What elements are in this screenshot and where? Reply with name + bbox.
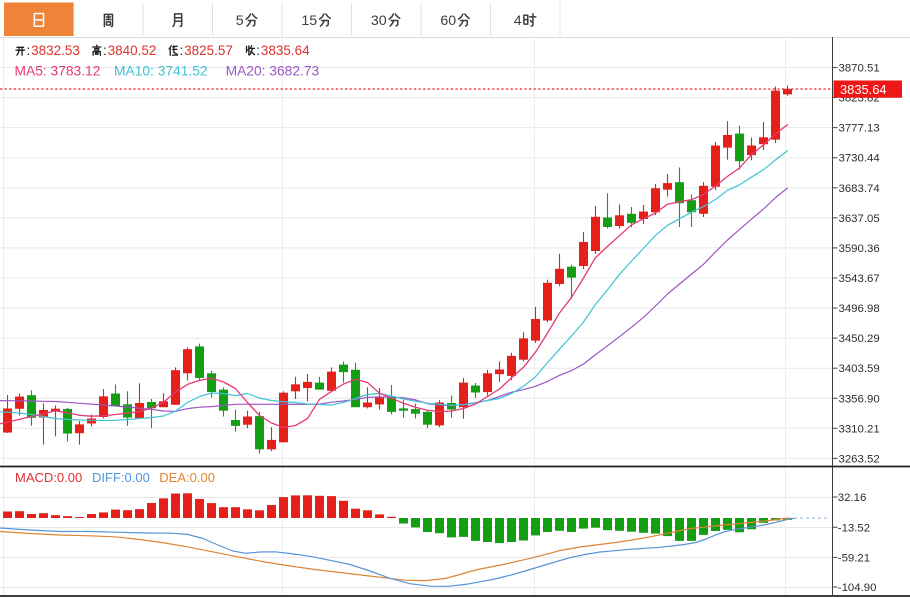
svg-text:32.16: 32.16	[838, 492, 867, 504]
svg-text:5: 5	[236, 13, 244, 29]
svg-text:3403.59: 3403.59	[839, 363, 880, 375]
svg-text:3683.74: 3683.74	[839, 183, 880, 195]
svg-text:3870.51: 3870.51	[839, 63, 880, 75]
svg-text:3835.64: 3835.64	[840, 82, 887, 97]
svg-text:3263.52: 3263.52	[839, 453, 880, 465]
svg-text:30: 30	[371, 13, 387, 29]
svg-text:3840.52: 3840.52	[108, 43, 157, 58]
svg-text:3637.05: 3637.05	[839, 213, 880, 225]
svg-text:60: 60	[440, 13, 456, 29]
svg-text:MA10: 3741.52: MA10: 3741.52	[114, 64, 208, 79]
svg-text:4: 4	[514, 13, 522, 29]
svg-text:-59.21: -59.21	[838, 552, 870, 564]
svg-text::: :	[180, 43, 184, 58]
svg-text:15: 15	[301, 13, 317, 29]
svg-text:3825.57: 3825.57	[184, 43, 233, 58]
svg-text:3310.21: 3310.21	[839, 423, 880, 435]
svg-text:3590.36: 3590.36	[839, 243, 880, 255]
svg-text:3496.98: 3496.98	[839, 303, 880, 315]
svg-text:-104.90: -104.90	[838, 582, 877, 594]
svg-text:3450.29: 3450.29	[839, 333, 880, 345]
svg-text:3777.13: 3777.13	[839, 123, 880, 135]
svg-text:3356.90: 3356.90	[839, 393, 880, 405]
svg-text:MA5: 3783.12: MA5: 3783.12	[15, 64, 101, 79]
svg-text::: :	[103, 43, 107, 58]
svg-text:-13.52: -13.52	[838, 522, 870, 534]
svg-text:3730.44: 3730.44	[839, 153, 880, 165]
svg-text::: :	[27, 43, 31, 58]
svg-text:3832.53: 3832.53	[31, 43, 80, 58]
svg-text:3835.64: 3835.64	[261, 43, 310, 58]
svg-text:MA20: 3682.73: MA20: 3682.73	[226, 64, 320, 79]
svg-text:DEA:0.00: DEA:0.00	[159, 470, 215, 485]
svg-text:3543.67: 3543.67	[839, 273, 880, 285]
svg-text:DIFF:0.00: DIFF:0.00	[92, 470, 150, 485]
svg-text:MACD:0.00: MACD:0.00	[15, 470, 82, 485]
svg-text::: :	[256, 43, 260, 58]
